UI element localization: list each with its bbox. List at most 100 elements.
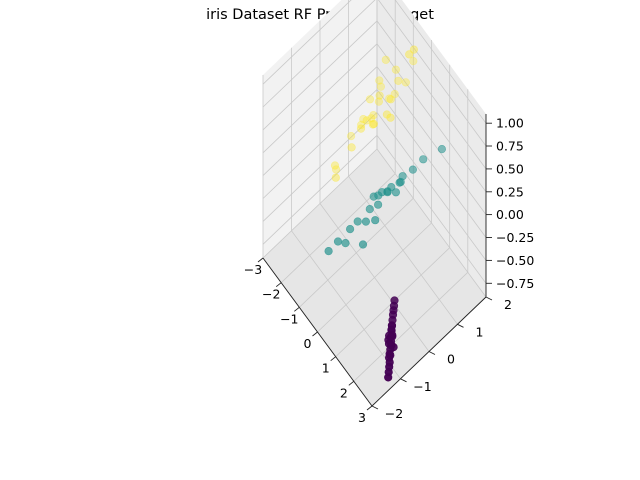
z-tick-label: −0.75 <box>496 276 534 291</box>
data-point-class-1 <box>353 217 362 226</box>
grid-line-z-left <box>262 89 378 199</box>
grid-line-y-floor <box>291 230 401 380</box>
data-point-class-2 <box>390 89 399 99</box>
data-point-class-1 <box>358 240 368 249</box>
z-tick-label: 0.00 <box>496 207 524 222</box>
data-point-class-1 <box>383 188 392 197</box>
data-point-class-2 <box>375 91 384 100</box>
data-point-class-1 <box>374 200 383 209</box>
x-tick-label: 0 <box>304 336 312 351</box>
x-tick-label: 2 <box>340 385 348 400</box>
x-tick-mark <box>330 356 336 362</box>
data-point-class-2 <box>367 114 376 123</box>
data-point-class-2 <box>359 114 368 124</box>
data-point-class-2 <box>394 76 403 85</box>
data-point-class-2 <box>347 132 356 141</box>
grid-line-z-back <box>376 135 487 284</box>
data-point-class-2 <box>391 65 401 74</box>
data-point-class-1 <box>395 178 404 187</box>
y-tick-label: −2 <box>385 406 403 421</box>
data-point-class-2 <box>409 56 418 66</box>
grid-line-z-left <box>262 0 352 85</box>
grid-line-z-left <box>262 43 378 154</box>
data-point-class-2 <box>401 78 410 87</box>
x-tick-label: 3 <box>358 410 366 425</box>
x-tick-label: −1 <box>280 311 298 326</box>
data-point-class-2 <box>368 120 378 129</box>
grid-line-z-left <box>262 0 376 108</box>
data-point-class-1 <box>346 225 355 234</box>
grid-line-z-back <box>376 112 487 261</box>
data-point-class-2 <box>365 95 375 104</box>
data-point-class-2 <box>332 165 341 174</box>
data-point-class-2 <box>409 45 419 54</box>
grid-line-z-back <box>376 89 487 238</box>
data-point-class-1 <box>374 191 383 200</box>
y-tick-mark <box>457 323 464 328</box>
grid-line-y-floor <box>376 148 487 298</box>
z-tick-label: 1.00 <box>496 116 524 131</box>
x-tick-mark <box>294 306 300 312</box>
grid-line-z-back <box>376 43 487 193</box>
data-point-class-1 <box>333 237 343 246</box>
data-point-class-1 <box>365 205 374 214</box>
axis-lines <box>257 114 493 411</box>
data-point-class-1 <box>437 145 447 154</box>
grid-line-z-left <box>262 135 378 245</box>
z-tick-label: 0.25 <box>496 184 524 199</box>
data-point-class-2 <box>374 97 384 106</box>
z-tick-label: −0.25 <box>496 230 534 245</box>
data-point-class-2 <box>386 95 395 104</box>
x-tick-label: −3 <box>244 262 262 277</box>
data-point-class-1 <box>391 188 401 197</box>
data-point-class-1 <box>408 165 418 174</box>
grid-line-z-back <box>376 20 487 170</box>
data-point-class-2 <box>331 173 340 182</box>
data-point-class-2 <box>375 76 384 85</box>
data-point-class-2 <box>385 94 394 103</box>
y-tick-mark <box>371 405 379 410</box>
y-tick-label: 2 <box>504 297 512 312</box>
data-point-class-1 <box>419 155 428 164</box>
data-point-class-1 <box>371 216 380 225</box>
grid-line-z-back <box>394 0 487 124</box>
grid-line-y-floor <box>348 176 458 325</box>
grid-line-z-left <box>262 20 378 131</box>
x-tick-mark <box>275 282 282 288</box>
data-point-class-2 <box>357 120 366 129</box>
data-point-class-2 <box>376 82 386 91</box>
x-tick-mark <box>312 331 318 337</box>
data-point-class-0 <box>384 373 393 382</box>
data-point-class-1 <box>361 217 371 226</box>
data-point-class-2 <box>369 119 379 128</box>
z-tick-label: 0.75 <box>496 139 524 154</box>
y-tick-mark <box>485 296 493 301</box>
data-point-class-2 <box>381 55 390 64</box>
data-point-class-2 <box>382 110 392 119</box>
data-point-class-2 <box>356 124 366 133</box>
y-tick-mark <box>400 378 407 383</box>
data-point-class-1 <box>324 247 333 256</box>
grid-lines <box>262 0 487 407</box>
grid-line-z-back <box>377 0 487 147</box>
x-tick-label: −2 <box>262 287 280 302</box>
x-tick-mark <box>366 405 373 411</box>
data-points <box>324 45 447 382</box>
data-point-class-2 <box>347 143 356 152</box>
grid-line-z-left <box>262 112 378 222</box>
data-point-class-2 <box>386 113 395 122</box>
x-tick-mark <box>348 380 355 386</box>
y-tick-label: 0 <box>447 352 455 367</box>
grid-line-y-floor <box>319 203 430 352</box>
x-tick-mark <box>257 257 264 263</box>
z-tick-label: 0.50 <box>496 161 524 176</box>
data-point-class-2 <box>369 111 378 120</box>
data-point-class-2 <box>362 116 371 125</box>
data-point-class-2 <box>330 161 340 170</box>
grid-line-z-back <box>376 66 487 215</box>
y-tick-mark <box>428 351 436 355</box>
y-tick-label: 1 <box>476 324 484 339</box>
